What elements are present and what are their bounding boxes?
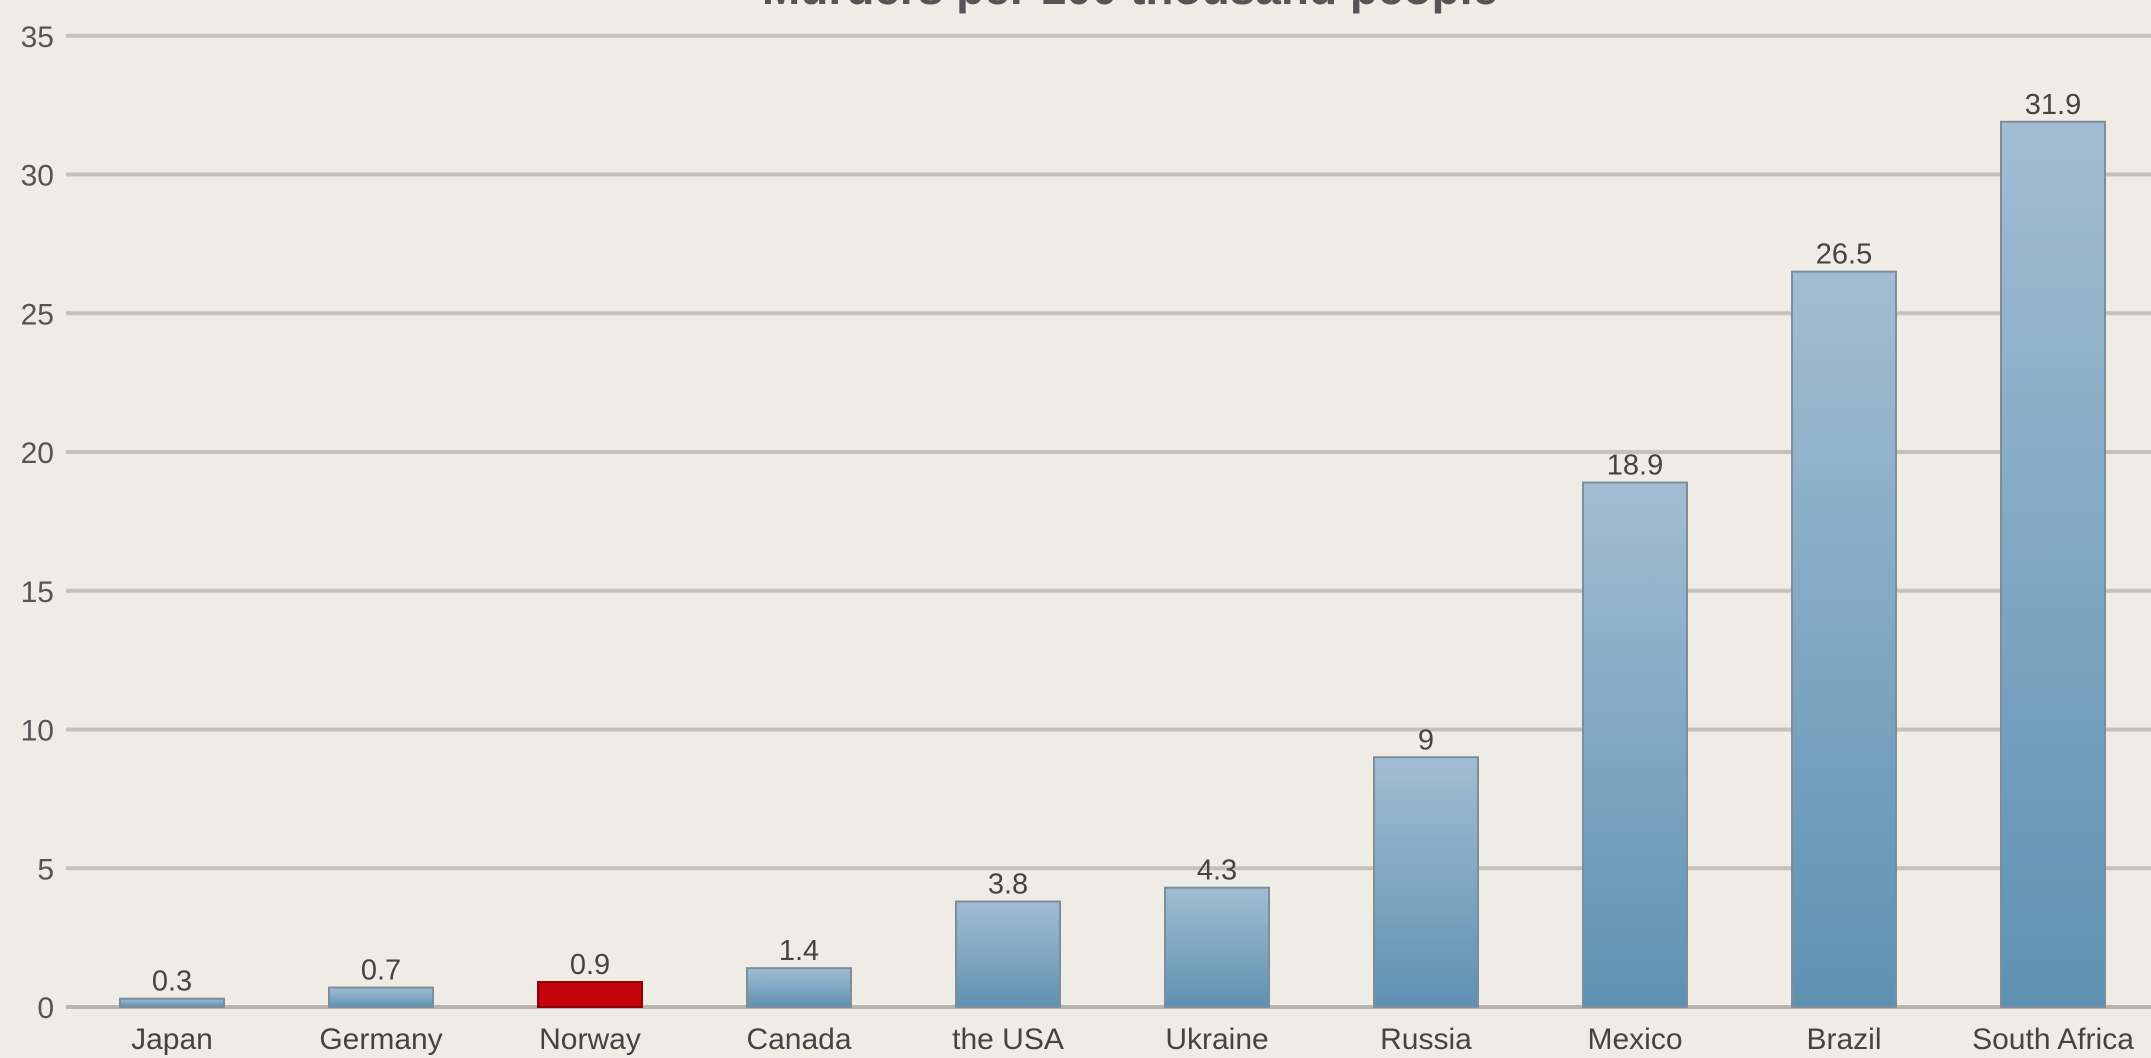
- category-label: Ukraine: [1165, 1023, 1268, 1056]
- y-tick-label: 25: [21, 298, 54, 331]
- category-label: Japan: [131, 1023, 213, 1056]
- value-label: 1.4: [779, 935, 819, 967]
- bar-germany: [328, 986, 434, 1009]
- value-label: 0.7: [361, 955, 401, 987]
- grid-lines: [66, 33, 2151, 1009]
- bar-canada: [746, 967, 852, 1009]
- category-label: the USA: [952, 1023, 1064, 1056]
- value-label: 18.9: [1607, 450, 1663, 482]
- y-tick-label: 10: [21, 715, 54, 748]
- y-axis-tick-labels: 0 5 10 15 20 25 30 35: [21, 21, 54, 1025]
- bar-japan: [119, 997, 225, 1008]
- value-label: 4.3: [1197, 855, 1237, 887]
- y-tick-label: 15: [21, 576, 54, 609]
- y-tick-label: 35: [21, 21, 54, 54]
- value-labels: 0.3 0.7 0.9 1.4 3.8 4.3 9 18.9 26.5 31.9: [152, 89, 2081, 998]
- bar-ukraine: [1164, 886, 1270, 1008]
- value-label: 9: [1418, 724, 1434, 756]
- bar-russia: [1373, 756, 1479, 1008]
- value-label: 26.5: [1816, 239, 1872, 271]
- bars: [119, 120, 2106, 1009]
- value-label: 31.9: [2025, 89, 2081, 121]
- category-label: South Africa: [1972, 1023, 2134, 1056]
- y-tick-label: 20: [21, 437, 54, 470]
- category-label: Germany: [319, 1023, 442, 1056]
- bar-south-africa: [2000, 120, 2106, 1008]
- y-tick-label: 5: [37, 853, 54, 886]
- bar-mexico: [1582, 481, 1688, 1008]
- value-label: 0.9: [570, 949, 610, 981]
- category-label: Canada: [746, 1023, 851, 1056]
- category-label: Brazil: [1806, 1023, 1881, 1056]
- y-tick-label: 0: [37, 992, 54, 1025]
- category-label: Mexico: [1587, 1023, 1682, 1056]
- value-label: 3.8: [988, 869, 1028, 901]
- category-label: Russia: [1380, 1023, 1472, 1056]
- bar-brazil: [1791, 270, 1897, 1008]
- y-tick-label: 30: [21, 160, 54, 193]
- category-label: Norway: [539, 1023, 641, 1056]
- bar-norway: [537, 981, 643, 1009]
- x-axis-category-labels: Japan Germany Norway Canada the USA Ukraine Ru…: [131, 1023, 2134, 1056]
- bar-the-usa: [955, 900, 1061, 1008]
- value-label: 0.3: [152, 966, 192, 998]
- chart-title: Murders per 100 thousand people: [762, 0, 1498, 14]
